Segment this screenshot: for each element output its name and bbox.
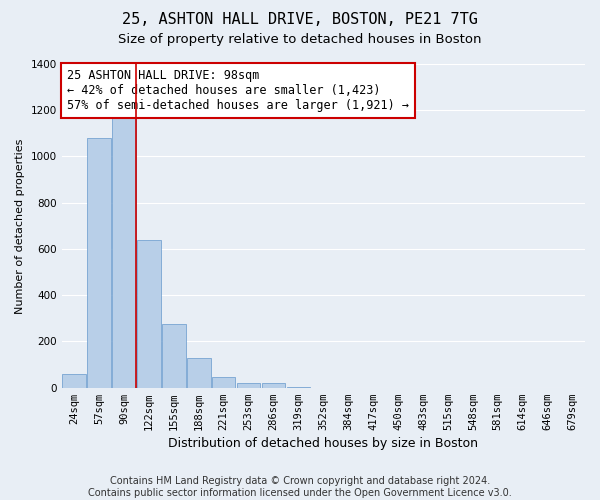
Bar [112, 96, 136, 388]
Text: Contains HM Land Registry data © Crown copyright and database right 2024.
Contai: Contains HM Land Registry data © Crown c… [88, 476, 512, 498]
Bar [162, 324, 185, 388]
Bar [62, 374, 86, 388]
Bar [137, 240, 161, 388]
Text: 25, ASHTON HALL DRIVE, BOSTON, PE21 7TG: 25, ASHTON HALL DRIVE, BOSTON, PE21 7TG [122, 12, 478, 28]
Bar [187, 358, 211, 388]
Bar [262, 383, 286, 388]
Y-axis label: Number of detached properties: Number of detached properties [15, 138, 25, 314]
Text: Size of property relative to detached houses in Boston: Size of property relative to detached ho… [118, 32, 482, 46]
Bar [87, 138, 111, 388]
Bar [212, 378, 235, 388]
Bar [237, 383, 260, 388]
Text: 25 ASHTON HALL DRIVE: 98sqm
← 42% of detached houses are smaller (1,423)
57% of : 25 ASHTON HALL DRIVE: 98sqm ← 42% of det… [67, 69, 409, 112]
Bar [287, 386, 310, 388]
X-axis label: Distribution of detached houses by size in Boston: Distribution of detached houses by size … [169, 437, 478, 450]
